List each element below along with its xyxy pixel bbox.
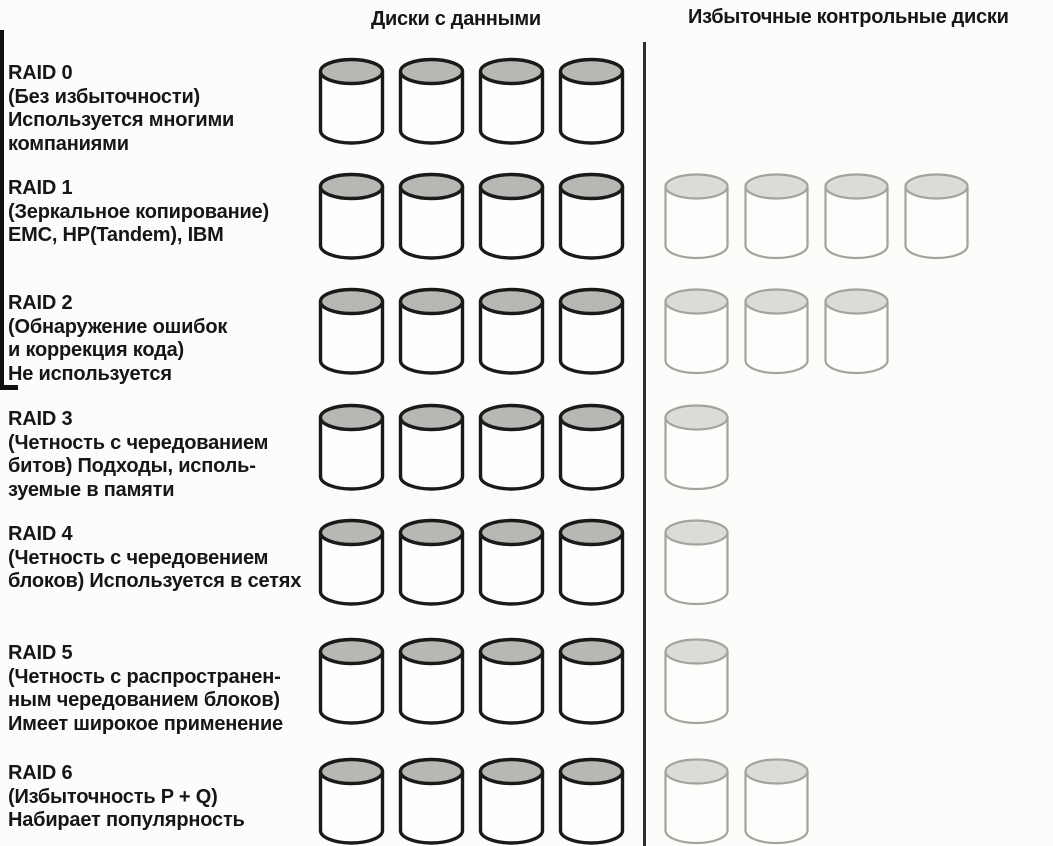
data-disk-icon — [478, 757, 545, 845]
data-disk-icon — [398, 172, 465, 260]
data-disk-icon — [318, 287, 385, 375]
raid-row: RAID 3 (Четность с чередованием битов) Под… — [0, 403, 1053, 501]
raid-title: RAID 6 — [8, 762, 73, 784]
data-disk-icon — [558, 518, 625, 606]
check-disk-icon — [904, 173, 969, 260]
data-disk-icon — [398, 518, 465, 606]
raid-description-line: (Четность с чередовением — [8, 546, 269, 569]
data-disk-icon — [558, 637, 625, 725]
raid-row: RAID 6 (Избыточность P + Q) Набирает попул… — [0, 757, 1053, 846]
data-disk-icon — [318, 403, 385, 491]
raid-title: RAID 5 — [8, 642, 73, 664]
data-disks-column-header: Диски с данными — [371, 8, 541, 30]
raid-description-line: (Без избыточности) — [8, 85, 200, 108]
raid-row: RAID 5 (Четность с распространен-ным чере… — [0, 637, 1053, 735]
raid-description-line: (Четность с чередованием — [8, 431, 269, 454]
raid-row: RAID 4 (Четность с чередовением блоков) Ис… — [0, 518, 1053, 610]
raid-description-line: ным чередованием блоков) — [8, 689, 280, 711]
raid-label: RAID 1 (Зеркальное копирование) EMC, HP(Ta… — [8, 177, 269, 248]
page-border-tick — [0, 385, 18, 390]
data-disk-icon — [398, 403, 465, 491]
check-disk-icon — [824, 288, 889, 375]
data-disk-icon — [398, 757, 465, 845]
raid-description-line: (Обнаружение ошибок — [8, 315, 228, 338]
raid-label: RAID 3 (Четность с чередованием битов) Под… — [8, 408, 268, 502]
check-disk-icon — [664, 173, 729, 260]
raid-description-line: (Избыточность P + Q) — [8, 785, 218, 808]
data-disk-icon — [478, 403, 545, 491]
raid-description-line: зуемые в памяти — [8, 478, 175, 501]
raid-label: RAID 0 (Без избыточности) Используется мно… — [8, 62, 234, 156]
raid-description-line: Используется многими — [8, 109, 235, 131]
data-disk-icon — [478, 518, 545, 606]
raid-description-line: EMC, HP(Tandem), IBM — [8, 224, 224, 246]
raid-label: RAID 5 (Четность с распространен-ным чере… — [8, 642, 283, 736]
raid-row: RAID 2 (Обнаружение ошибок и коррекция код… — [0, 287, 1053, 385]
data-disk-icon — [398, 637, 465, 725]
data-disk-icon — [558, 287, 625, 375]
data-disk-icon — [318, 518, 385, 606]
check-disk-icon — [664, 638, 729, 725]
data-disk-icon — [558, 403, 625, 491]
column-divider — [643, 42, 646, 846]
data-disk-icon — [558, 57, 625, 145]
raid-description-line: (Четность с распространен- — [8, 665, 281, 688]
raid-label: RAID 6 (Избыточность P + Q) Набирает попул… — [8, 762, 245, 833]
data-disk-icon — [318, 757, 385, 845]
data-disk-icon — [318, 57, 385, 145]
data-disk-icon — [398, 287, 465, 375]
data-disk-icon — [478, 637, 545, 725]
page-border-vertical — [0, 30, 4, 388]
check-disk-icon — [744, 288, 809, 375]
check-disk-icon — [664, 404, 729, 491]
raid-row: RAID 0 (Без избыточности) Используется мно… — [0, 57, 1053, 155]
raid-title: RAID 3 — [8, 408, 73, 430]
raid-description-line: блоков) Используется в сетях — [8, 570, 302, 592]
check-disk-icon — [824, 173, 889, 260]
data-disk-icon — [318, 637, 385, 725]
raid-title: RAID 4 — [8, 523, 73, 545]
raid-description-line: и коррекция кода) — [8, 339, 184, 361]
raid-title: RAID 0 — [8, 62, 73, 84]
raid-label: RAID 4 (Четность с чередовением блоков) Ис… — [8, 523, 301, 594]
raid-description-line: (Зеркальное копирование) — [8, 200, 269, 223]
data-disk-icon — [478, 172, 545, 260]
raid-row: RAID 1 (Зеркальное копирование) EMC, HP(Ta… — [0, 172, 1053, 264]
data-disk-icon — [478, 57, 545, 145]
data-disk-icon — [398, 57, 465, 145]
raid-description-line: компаниями — [8, 132, 129, 155]
raid-description-line: битов) Подходы, исполь- — [8, 455, 256, 477]
data-disk-icon — [558, 757, 625, 845]
raid-label: RAID 2 (Обнаружение ошибок и коррекция код… — [8, 292, 227, 386]
raid-description-line: Имеет широкое применение — [8, 712, 283, 735]
check-disk-icon — [664, 519, 729, 606]
data-disk-icon — [318, 172, 385, 260]
check-disks-column-header: Избыточные контрольные диски — [688, 6, 1009, 28]
raid-description-line: Не используется — [8, 362, 172, 385]
check-disk-icon — [744, 758, 809, 845]
raid-description-line: Набирает популярность — [8, 809, 245, 831]
data-disk-icon — [558, 172, 625, 260]
check-disk-icon — [744, 173, 809, 260]
check-disk-icon — [664, 758, 729, 845]
raid-title: RAID 1 — [8, 177, 73, 199]
data-disk-icon — [478, 287, 545, 375]
check-disk-icon — [664, 288, 729, 375]
raid-title: RAID 2 — [8, 292, 73, 314]
